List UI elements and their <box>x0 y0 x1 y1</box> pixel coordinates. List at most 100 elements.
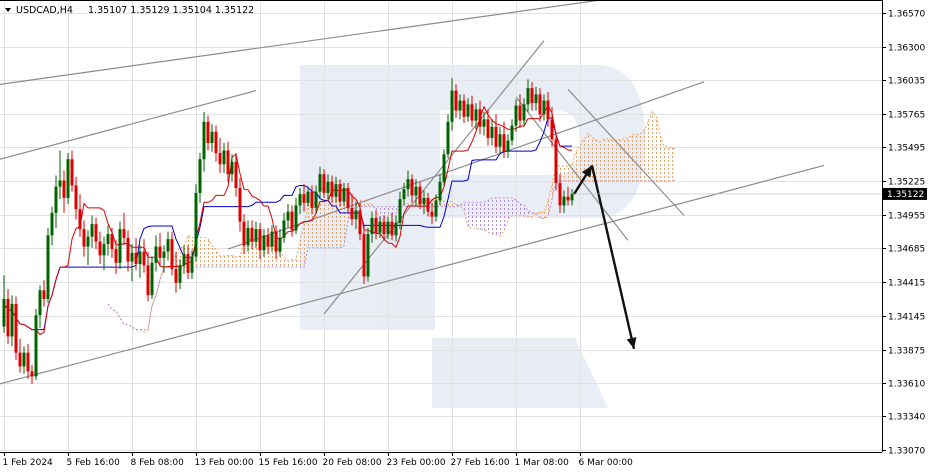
cloud-segment <box>208 238 212 268</box>
y-tick-label: 1.34145 <box>888 313 925 323</box>
candle-body <box>286 211 290 221</box>
candle-body <box>214 131 218 153</box>
candle-body <box>430 211 434 217</box>
chevron-down-icon[interactable] <box>5 8 11 12</box>
x-tick-label: 6 Mar 00:00 <box>579 458 634 468</box>
candle-body <box>58 180 62 187</box>
cloud-segment <box>332 182 336 248</box>
cloud-segment <box>376 206 380 220</box>
candle-body <box>470 104 474 121</box>
candle-body <box>310 191 314 208</box>
candle-body <box>222 150 226 165</box>
x-tick-label: 8 Feb 08:00 <box>131 458 185 468</box>
candle-body <box>562 196 566 206</box>
cloud-segment <box>316 201 320 248</box>
candle-body <box>318 174 322 192</box>
cloud-segment <box>672 148 676 182</box>
candle-body <box>246 227 250 246</box>
candle-body <box>218 152 222 165</box>
cloud-segment <box>264 245 268 268</box>
candle-body <box>462 100 466 117</box>
trend-line[interactable] <box>0 90 257 160</box>
candle-body <box>278 237 282 252</box>
candle-body <box>386 221 390 235</box>
chart-header: USDCAD,H4 1.35107 1.35129 1.35104 1.3512… <box>5 5 254 16</box>
cloud-segment <box>608 138 612 182</box>
candle-body <box>474 109 478 121</box>
candle-body <box>250 227 254 242</box>
candle-body <box>138 251 142 265</box>
candle-body <box>502 134 506 152</box>
cloud-segment <box>620 138 624 182</box>
cloud-segment <box>500 197 504 237</box>
candle-body <box>66 159 70 198</box>
candle-body <box>350 207 354 220</box>
candle-body <box>390 221 394 236</box>
y-tick-label: 1.33610 <box>888 380 925 390</box>
symbol-timeframe: USDCAD,H4 <box>16 5 73 16</box>
trend-line[interactable] <box>0 0 605 85</box>
candle-body <box>206 121 210 144</box>
candle-body <box>194 192 198 257</box>
cloud-segment <box>292 259 296 268</box>
candle-body <box>266 235 270 247</box>
cloud-segment <box>372 204 376 211</box>
cloud-segment <box>616 139 620 182</box>
x-tick-label: 20 Feb 08:00 <box>323 458 382 468</box>
tenkan-sen-line <box>3 104 573 336</box>
candle-body <box>94 224 98 242</box>
cloud-segment <box>572 151 576 182</box>
cloud-segment <box>328 196 332 248</box>
candle-body <box>370 217 374 235</box>
candle-body <box>414 186 418 196</box>
candle-body <box>202 121 206 160</box>
cloud-segment <box>652 111 656 182</box>
candle-body <box>78 209 82 230</box>
cloud-segment <box>388 206 392 216</box>
candle-body <box>282 220 286 238</box>
candle-body <box>26 352 30 372</box>
candle-body <box>366 234 370 277</box>
candle-body <box>546 100 550 120</box>
cloud-segment <box>368 204 372 207</box>
candle-body <box>558 182 562 206</box>
candle-body <box>354 210 358 220</box>
candle-body <box>70 159 74 186</box>
cloud-segment <box>352 198 356 210</box>
candle-body <box>342 187 346 202</box>
cloud-segment <box>668 146 672 182</box>
candle-body <box>330 181 334 197</box>
candle-body <box>262 235 266 251</box>
trend-line[interactable] <box>567 88 685 216</box>
candle-body <box>554 139 558 183</box>
cloud-segment <box>508 197 512 220</box>
y-axis: 1.36570 1.36300 1.36035 1.35765 1.35495 1.352… <box>882 10 925 457</box>
candle-body <box>42 290 46 300</box>
cloud-segment <box>660 134 664 182</box>
cloud-segment <box>596 139 600 182</box>
candle-body <box>490 126 494 139</box>
cloud-segment <box>224 255 228 268</box>
candle-body <box>378 221 382 233</box>
candle-body <box>150 262 154 296</box>
candle-body <box>86 236 90 247</box>
cloud-segment <box>384 206 388 221</box>
y-tick-label: 1.35495 <box>888 144 925 154</box>
y-tick-label: 1.35765 <box>888 111 925 121</box>
cloud-segment <box>200 237 204 268</box>
candle-body <box>450 90 454 122</box>
cloud-segment <box>480 202 484 230</box>
candle-body <box>434 200 438 217</box>
trend-line[interactable] <box>0 164 825 385</box>
cloud-segment <box>632 134 636 182</box>
x-tick-label: 15 Feb 16:00 <box>259 458 318 468</box>
candle-body <box>238 187 242 222</box>
cloud-segment <box>448 201 452 207</box>
candle-body <box>174 269 178 283</box>
forecast-arrow-down-head <box>626 337 637 349</box>
candle-body <box>130 252 134 262</box>
cloud-segment <box>604 138 608 182</box>
trend-line[interactable] <box>515 96 629 241</box>
candle-body <box>134 252 138 265</box>
